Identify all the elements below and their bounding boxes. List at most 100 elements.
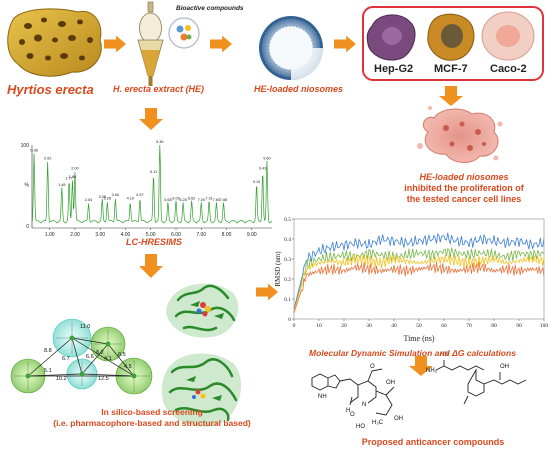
lc-hresims-spectrum: 1.00 2.00 3.00 4.00 5.00 6.00 7.00 8.00 9.00 100%… [21,140,273,238]
rmsd-x-axis-label: Time (ns) [403,334,434,343]
spectrum-x-tick: 5.00 [146,232,156,238]
pharmacophore-distance-label: 10.2 [56,376,67,382]
sponge-illustration [7,8,102,77]
spectrum-x-tick: 4.00 [121,232,131,238]
spectrum-peak-label: 1.90 [69,175,76,179]
spectrum-y-tick: 100 [21,143,30,149]
rmsd-y-tick: 0.3 [284,257,291,263]
spectrum-y-tick: 0 [26,224,29,230]
rmsd-x-tick: 10 [316,323,322,329]
rmsd-x-tick: 60 [441,323,447,329]
arrow-screening-to-md [256,283,278,301]
rmsd-x-tick: 50 [416,323,422,329]
molecule-atom-label: HN [440,352,449,358]
spectrum-peak-label: 2.54 [85,198,92,202]
label-result-line3: the tested cancer cell lines [406,194,522,204]
label-cell-hep-g2: Hep-G2 [374,63,414,75]
spectrum-peak-label: 3.08 [99,195,106,199]
molecule-atom-label: NH [318,394,327,400]
arrow-niosomes-to-cells [334,35,356,53]
molecule-atom-label: H [346,408,350,414]
pharmacophore-model: 8.8 11.0 8.24.1 8.5 6.7 6.6 4.5 10.2 5.1 12.5 [10,318,153,395]
spectrum-peak-label: 7.31 [205,196,212,200]
spectrum-x-tick: 8.00 [222,232,232,238]
arrow-cells-to-result [439,86,463,106]
molecule-atom-label: OH [394,416,403,422]
spectrum-peak-label: 7.88 [220,198,227,202]
molecule-atom-label: H₃C [372,420,384,426]
label-sponge: Hyrtios erecta [7,82,94,97]
label-result: HE-loaded niosomes inhibited the prolife… [398,172,530,205]
pharmacophore-distance-label: 6.7 [62,356,70,362]
spectrum-x-tick: 9.00 [247,232,257,238]
spectrum-peak-label: 2.00 [71,167,78,171]
pharmacophore-distance-label: 6.6 [86,354,94,360]
rmsd-y-axis-label: RMSD (nm) [274,251,282,287]
rmsd-series-line [293,261,545,314]
rmsd-chart: 0 10 20 30 40 50 60 70 80 90 100 0 0.1 0.2 0.3 0.4 0.5 T… [274,217,548,343]
label-cell-caco-2: Caco-2 [490,63,527,75]
arrow-md-to-compounds [409,356,433,376]
rmsd-y-tick: 0.1 [284,297,291,303]
ligand-in-pocket [196,302,211,317]
rmsd-y-tick: 0.4 [284,237,291,243]
molecule-atom-label: OH [386,380,395,386]
cancer-cells-box [362,6,544,81]
rmsd-series-line [293,232,545,310]
niosome-vesicle-illustration [259,16,323,80]
rmsd-y-tick: 0.2 [284,277,291,283]
pharmacophore-distance-label: 4.5 [124,364,132,370]
pharmacophore-distance-label: 8.2 [96,350,104,356]
spectrum-peak-label: 6.00 [172,196,179,200]
rmsd-x-tick: 70 [466,323,472,329]
spectrum-x-tick: 1.00 [45,232,55,238]
pharmacophore-distance-label: 11.0 [80,324,90,330]
label-niosomes: HE-loaded niosomes [254,84,344,94]
label-insilico-line2: (i.e. pharmacophore-based and structural… [53,418,251,428]
arrow-extract-to-lc [139,108,163,130]
label-proposed: Proposed anticancer compounds [361,437,505,447]
rmsd-series-line [293,246,545,312]
pharmacophore-distance-label: 12.5 [98,376,109,382]
spectrum-peak-label: 7.00 [198,198,205,202]
rmsd-x-tick: 90 [516,323,522,329]
molecule-atom-label: OH [500,364,509,370]
proposed-compound-structures [311,360,527,416]
spectrum-peak-label: 7.60 [213,198,220,202]
rmsd-y-tick: 0 [288,317,291,323]
spectrum-peak-label: 5.36 [156,140,163,144]
rmsd-x-tick: 80 [491,323,497,329]
extract-funnel-illustration [137,1,164,86]
flow-arrows [104,35,463,376]
rmsd-x-tick: 40 [391,323,397,329]
tumor-result-illustration [417,106,503,163]
protein-structure-top [166,283,239,338]
molecule-atom-label: O [350,412,355,418]
spectrum-x-tick: 6.00 [171,232,181,238]
label-cell-mcf-7: MCF-7 [434,63,468,75]
spectrum-peak-label: 1.77 [65,177,72,181]
rmsd-series-line [293,253,545,312]
molecule-atom-label: NH₂ [426,368,438,374]
ligand-in-pocket [192,389,206,399]
rmsd-x-tick: 20 [341,323,347,329]
label-insilico-line1: In silico-based screening [101,407,203,417]
label-extract: H. erecta extract (HE) [113,84,205,94]
pharmacophore-distance-label: 4.1 [104,356,112,362]
spectrum-peak-label: 9.19 [253,180,260,184]
spectrum-peak-label: 6.28 [179,198,186,202]
label-md-simulation: Molecular Dynamic Simulation and ΔG calc… [309,348,516,358]
rmsd-y-tick: 0.5 [284,217,291,223]
spectrum-peak-label: 4.19 [127,196,134,200]
arrow-extract-to-niosomes [210,35,232,53]
spectrum-peak-label: 0.38 [30,148,37,152]
molecule-atom-label: N [362,402,366,408]
label-bioactive-compounds: Bioactive compounds [176,5,244,12]
protein-structure-bottom [161,353,242,427]
rmsd-x-tick: 100 [540,323,549,329]
molecule-atom-label: HO [356,424,365,430]
spectrum-peak-label: 5.11 [150,170,157,174]
spectrum-y-tick: % [25,183,30,189]
spectrum-peak-label: 9.60 [263,157,270,161]
